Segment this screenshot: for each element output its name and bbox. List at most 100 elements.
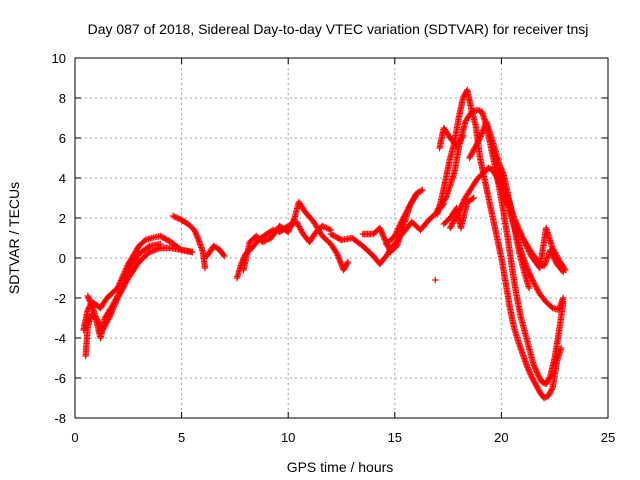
- data-point: [519, 234, 526, 242]
- data-point: [530, 362, 538, 369]
- data-point: [524, 245, 531, 252]
- data-point: [399, 216, 406, 223]
- data-point: [174, 214, 181, 222]
- y-tick-label: 2: [59, 211, 66, 226]
- data-point: [396, 222, 403, 229]
- data-point: [540, 394, 548, 402]
- data-point: [531, 363, 538, 371]
- data-point: [528, 276, 536, 283]
- data-point: [532, 366, 540, 373]
- data-point: [378, 229, 385, 236]
- data-point: [395, 223, 403, 231]
- data-point: [189, 248, 196, 256]
- data-point: [525, 367, 533, 374]
- data-point: [511, 216, 519, 223]
- data-point: [377, 227, 385, 235]
- x-axis-title: GPS time / hours: [287, 459, 394, 475]
- y-tick-label: -6: [54, 371, 66, 386]
- y-tick-label: 4: [59, 171, 66, 186]
- data-point: [157, 240, 164, 248]
- data-point: [523, 242, 530, 249]
- data-point: [530, 360, 537, 368]
- data-point: [191, 226, 198, 234]
- data-point: [469, 195, 476, 202]
- data-point: [532, 365, 539, 372]
- data-point: [520, 236, 527, 243]
- data-point: [486, 165, 494, 172]
- data-point: [265, 236, 272, 243]
- data-point: [458, 134, 466, 141]
- data-point: [192, 229, 199, 237]
- y-tick-label: 8: [59, 91, 66, 106]
- data-point: [475, 137, 482, 145]
- data-point: [525, 284, 533, 292]
- data-point: [194, 235, 202, 242]
- data-point: [191, 228, 199, 235]
- data-point: [546, 374, 553, 381]
- data-point: [529, 277, 536, 284]
- data-point: [528, 274, 535, 281]
- data-point: [466, 154, 473, 162]
- data-point: [473, 140, 481, 147]
- data-point: [527, 371, 534, 378]
- y-tick-label: -8: [54, 411, 66, 426]
- data-point: [523, 243, 531, 251]
- y-tick-label: -2: [54, 291, 66, 306]
- data-point: [510, 214, 518, 222]
- data-point: [472, 143, 479, 150]
- data-point: [525, 365, 532, 373]
- data-point: [193, 232, 201, 239]
- data-point: [259, 238, 266, 246]
- data-point: [290, 216, 298, 223]
- data-point: [381, 236, 388, 243]
- data-point: [520, 237, 528, 245]
- data-point: [287, 223, 294, 230]
- y-tick-label: -4: [54, 331, 66, 346]
- data-point: [221, 252, 228, 260]
- data-point: [459, 132, 467, 140]
- data-point: [515, 226, 523, 233]
- data-point: [333, 249, 340, 256]
- data-point: [470, 146, 478, 153]
- data-point: [517, 229, 524, 236]
- data-point: [220, 251, 227, 258]
- data-point: [470, 147, 477, 155]
- data-point: [385, 244, 392, 251]
- data-point: [523, 362, 531, 370]
- data-point: [326, 226, 333, 233]
- data-point: [521, 239, 529, 246]
- data-point: [194, 233, 201, 241]
- data-point: [290, 217, 297, 224]
- data-point: [285, 228, 292, 236]
- data-point: [262, 237, 269, 244]
- data-point: [514, 223, 522, 230]
- data-point: [512, 217, 519, 225]
- data-point: [286, 226, 293, 233]
- data-point: [376, 224, 384, 232]
- data-point: [476, 136, 483, 143]
- data-point: [394, 226, 401, 234]
- x-tick-label: 25: [601, 430, 615, 445]
- data-point: [542, 394, 549, 401]
- data-points: [80, 86, 569, 402]
- data-point: [522, 240, 529, 248]
- data-point: [476, 107, 483, 114]
- data-point: [397, 219, 405, 226]
- data-point: [471, 144, 478, 152]
- data-point: [415, 188, 422, 196]
- data-point: [526, 368, 533, 375]
- data-point: [193, 231, 200, 238]
- data-point: [525, 248, 533, 255]
- data-point: [169, 212, 177, 220]
- data-point: [344, 258, 352, 266]
- x-tick-label: 0: [71, 430, 78, 445]
- data-point: [380, 233, 387, 240]
- data-point: [526, 369, 534, 377]
- data-point: [379, 231, 387, 239]
- data-point: [393, 228, 401, 235]
- data-point: [467, 151, 475, 159]
- y-tick-label: 10: [52, 51, 66, 66]
- data-point: [469, 149, 476, 156]
